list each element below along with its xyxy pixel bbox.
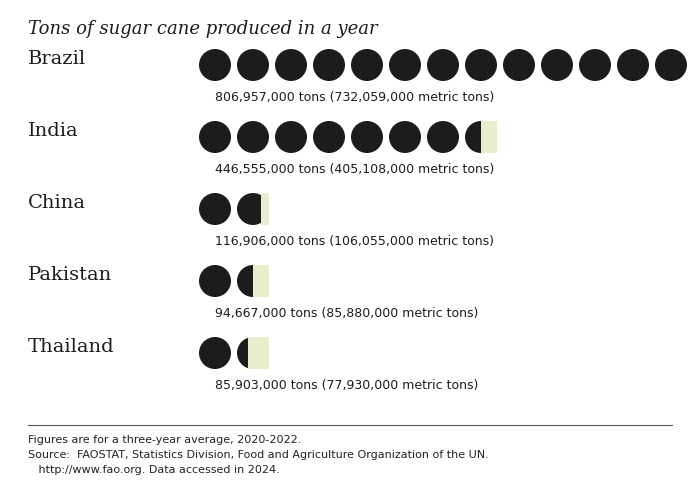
Circle shape — [199, 49, 231, 81]
Circle shape — [199, 193, 231, 225]
Circle shape — [199, 265, 231, 297]
Text: Figures are for a three-year average, 2020-2022.: Figures are for a three-year average, 20… — [28, 435, 302, 445]
Circle shape — [313, 49, 345, 81]
Bar — [481, 121, 497, 153]
Circle shape — [237, 265, 269, 297]
Circle shape — [427, 49, 459, 81]
Text: India: India — [28, 122, 78, 140]
Text: Source:  FAOSTAT, Statistics Division, Food and Agriculture Organization of the : Source: FAOSTAT, Statistics Division, Fo… — [28, 450, 489, 460]
Circle shape — [655, 49, 687, 81]
Text: Pakistan: Pakistan — [28, 266, 112, 284]
Circle shape — [237, 337, 269, 369]
Circle shape — [275, 49, 307, 81]
Circle shape — [313, 121, 345, 153]
Text: China: China — [28, 194, 86, 212]
Text: 85,903,000 tons (77,930,000 metric tons): 85,903,000 tons (77,930,000 metric tons) — [215, 379, 478, 392]
Circle shape — [237, 49, 269, 81]
Circle shape — [503, 49, 535, 81]
Circle shape — [465, 49, 497, 81]
Bar — [248, 337, 269, 369]
Bar — [261, 193, 269, 225]
Circle shape — [351, 121, 383, 153]
Circle shape — [237, 121, 269, 153]
Circle shape — [541, 49, 573, 81]
Circle shape — [427, 121, 459, 153]
Circle shape — [465, 121, 497, 153]
Text: Thailand: Thailand — [28, 338, 115, 356]
Circle shape — [275, 121, 307, 153]
Text: 94,667,000 tons (85,880,000 metric tons): 94,667,000 tons (85,880,000 metric tons) — [215, 307, 478, 320]
Text: 116,906,000 tons (106,055,000 metric tons): 116,906,000 tons (106,055,000 metric ton… — [215, 235, 494, 248]
Circle shape — [389, 49, 421, 81]
Text: Tons of sugar cane produced in a year: Tons of sugar cane produced in a year — [28, 20, 377, 38]
Circle shape — [617, 49, 649, 81]
Text: http://www.fao.org. Data accessed in 2024.: http://www.fao.org. Data accessed in 202… — [28, 465, 280, 475]
Circle shape — [389, 121, 421, 153]
Circle shape — [579, 49, 611, 81]
Circle shape — [351, 49, 383, 81]
Text: 806,957,000 tons (732,059,000 metric tons): 806,957,000 tons (732,059,000 metric ton… — [215, 91, 494, 104]
Text: Brazil: Brazil — [28, 50, 86, 68]
Circle shape — [199, 121, 231, 153]
Circle shape — [199, 337, 231, 369]
Bar — [253, 265, 269, 297]
Text: 446,555,000 tons (405,108,000 metric tons): 446,555,000 tons (405,108,000 metric ton… — [215, 163, 494, 176]
Circle shape — [237, 193, 269, 225]
